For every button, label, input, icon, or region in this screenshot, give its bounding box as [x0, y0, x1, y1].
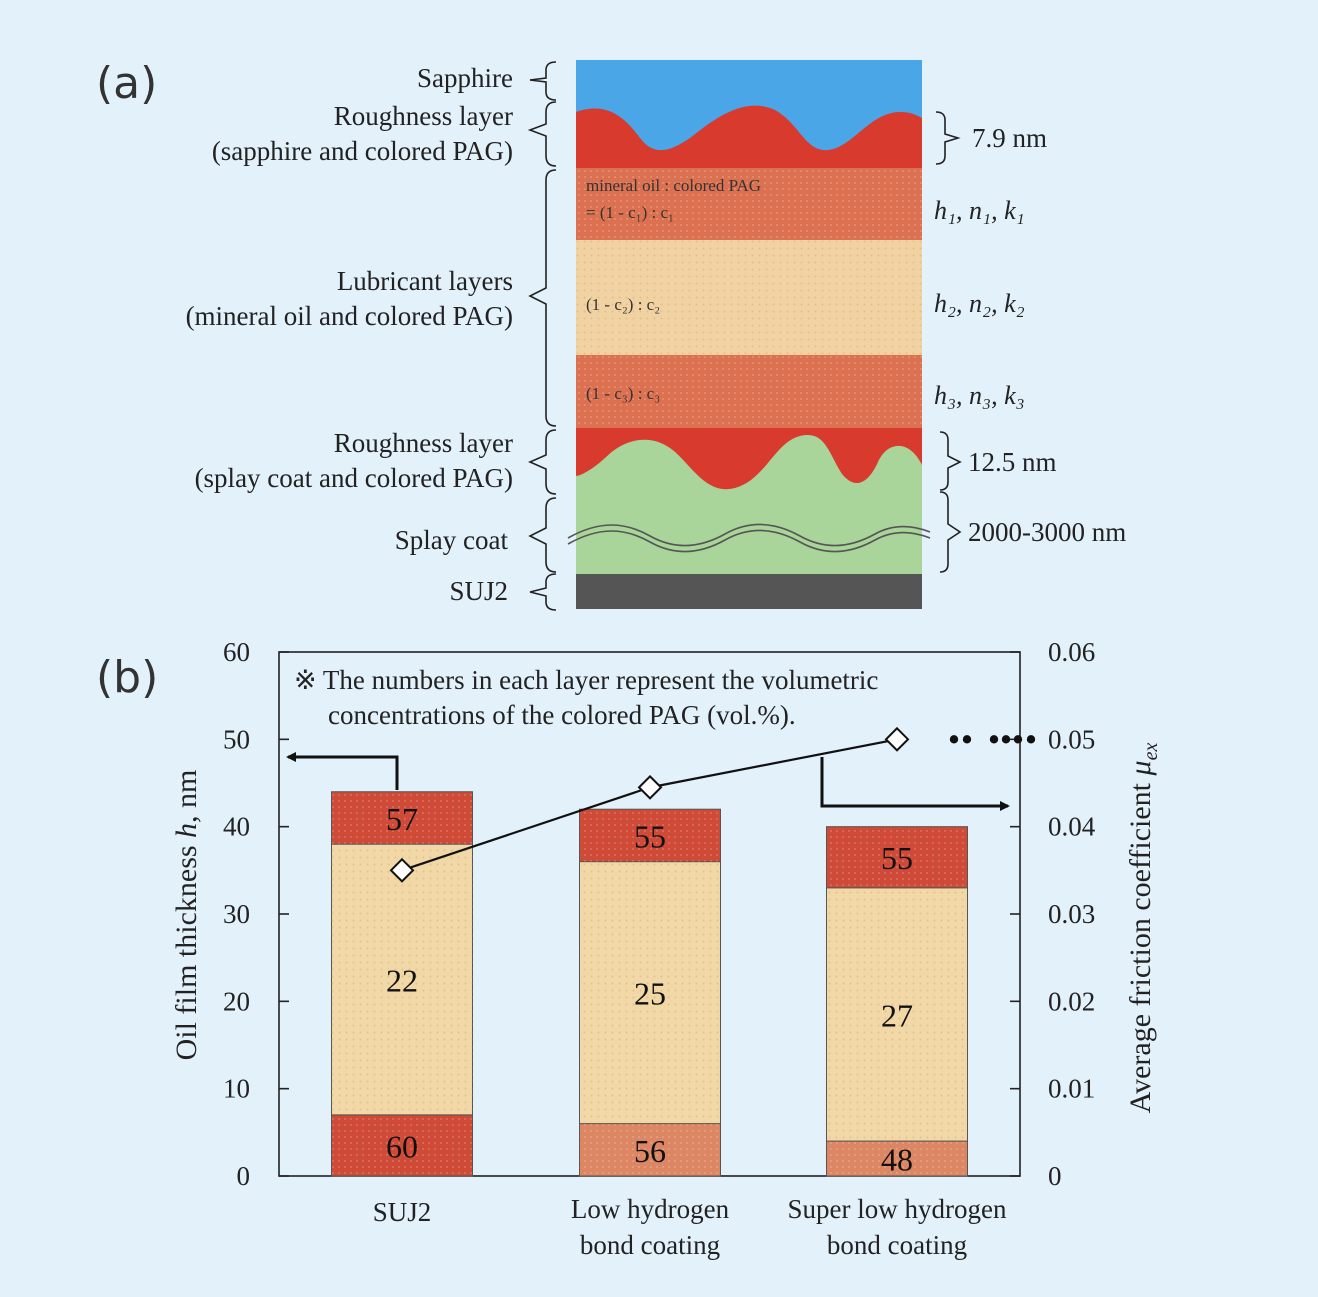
bar-middle-layer-texture: [826, 887, 968, 1142]
bottom-roughness-thickness: 12.5 nm: [968, 447, 1057, 477]
note-line-2: concentrations of the colored PAG (vol.%…: [328, 700, 796, 730]
label-roughness-bottom-2: (splay coat and colored PAG): [195, 463, 513, 493]
layer1-ratio-text-a: mineral oil : colored PAG: [586, 176, 761, 195]
y-tick-label: 30: [223, 899, 250, 929]
right-braces: [935, 111, 962, 573]
label-lubricant-1: Lubricant layers: [337, 266, 513, 296]
y-tick-label: 60: [223, 637, 250, 667]
right-axis: 0 0.01 0.02 0.03 0.04 0.05 0.06: [1010, 637, 1096, 1191]
bar-bottom-layer-texture: [826, 1141, 968, 1176]
friction-point: [884, 726, 910, 752]
layer-concentration-label: 56: [634, 1133, 666, 1169]
leader-dot: [1026, 735, 1036, 744]
bar-bottom-layer-texture: [579, 1123, 721, 1176]
friction-point: [637, 774, 663, 800]
category-label: SUJ2: [373, 1197, 432, 1227]
layer-concentration-label: 27: [881, 997, 913, 1033]
layer1-parameters: h₁, n₁, k₁: [934, 196, 1025, 225]
bar-top-layer-texture: [579, 809, 721, 862]
bar-middle-layer-texture: [579, 861, 721, 1124]
y2-axis-title: Average friction coefficient μex: [1124, 743, 1162, 1114]
bar-bottom-layer-texture: [331, 1114, 473, 1176]
y-tick-label: 10: [223, 1074, 250, 1104]
roughness-bottom-layer: [576, 428, 922, 490]
y2-tick-label: 0.03: [1048, 899, 1095, 929]
leader-dot: [1013, 735, 1023, 744]
panel-b-label: (b): [96, 652, 158, 703]
lubricant-layer-1-texture: [576, 168, 922, 240]
coat-wave-line-2: [567, 529, 931, 553]
category-labels: SUJ2 Low hydrogen bond coating Super low hy…: [373, 1194, 1007, 1260]
label-lubricant-2: (mineral oil and colored PAG): [186, 301, 513, 331]
y-tick-label: 40: [223, 812, 250, 842]
y-tick-label: 50: [223, 724, 250, 754]
layer1-ratio-text-b: = (1 - c₁) : c₁: [586, 203, 674, 222]
label-sapphire: Sapphire: [417, 63, 513, 93]
y2-tick-label: 0.02: [1048, 986, 1095, 1016]
category-label: bond coating: [580, 1230, 720, 1260]
y-tick-label: 0: [237, 1161, 251, 1191]
label-splay-coat: Splay coat: [395, 525, 509, 555]
suj2-base-layer: [576, 574, 922, 609]
layer-concentration-label: 60: [386, 1128, 418, 1164]
category-label: Low hydrogen: [571, 1194, 730, 1224]
label-roughness-top-2: (sapphire and colored PAG): [212, 136, 513, 166]
y-tick-label: 20: [223, 986, 250, 1016]
y2-tick-label: 0.05: [1048, 724, 1095, 754]
splay-coat-thickness: 2000-3000 nm: [968, 517, 1126, 547]
lubricant-layer-3-texture: [576, 355, 922, 428]
friction-point: [389, 857, 415, 883]
bar-top-layer-texture: [826, 826, 968, 888]
layer2-ratio-text: (1 - c₂) : c₂: [586, 295, 660, 314]
layer3-ratio-text: (1 - c₃) : c₃: [586, 384, 660, 403]
layer3-parameters: h₃, n₃, k₃: [934, 381, 1025, 410]
y2-tick-label: 0.06: [1048, 637, 1095, 667]
right-axis-arrow: [820, 757, 1010, 811]
leader-dot: [949, 735, 959, 744]
left-layer-labels: Sapphire Roughness layer (sapphire and c…: [186, 63, 513, 606]
bar-top-layer-texture: [331, 791, 473, 845]
left-braces: [527, 61, 557, 611]
roughness-top-layer: [576, 105, 922, 168]
layer2-parameters: h₂, n₂, k₂: [934, 289, 1025, 318]
category-label: bond coating: [827, 1230, 967, 1260]
label-roughness-bottom-1: Roughness layer: [334, 428, 513, 458]
layer-concentration-label: 25: [634, 976, 666, 1012]
y-axis-title: Oil film thickness h, nm: [170, 770, 203, 1061]
panel-a-label: (a): [96, 58, 157, 109]
note-line-1: ※ The numbers in each layer represent th…: [294, 665, 878, 695]
stacked-bars: [331, 791, 968, 1177]
layer-concentration-label: 55: [634, 818, 666, 854]
category-label: Super low hydrogen: [788, 1194, 1007, 1224]
y2-tick-label: 0: [1048, 1161, 1062, 1191]
leader-dot: [989, 735, 999, 744]
top-roughness-thickness: 7.9 nm: [972, 123, 1047, 153]
label-suj2: SUJ2: [449, 576, 508, 606]
left-axis-arrow: [286, 752, 399, 790]
bar-value-labels: 60 22 57 56 25 55 48 27 55: [386, 801, 913, 1178]
lubricant-layer-2-texture: [576, 240, 922, 355]
layer-concentration-label: 48: [881, 1142, 913, 1178]
left-axis: 0 10 20 30 40 50 60: [223, 637, 289, 1191]
layer-concentration-label: 57: [386, 801, 418, 837]
coat-wave-line-1: [567, 523, 931, 547]
y2-tick-label: 0.04: [1048, 812, 1096, 842]
layer-concentration-label: 55: [881, 840, 913, 876]
label-roughness-top-1: Roughness layer: [334, 101, 513, 131]
layer-concentration-label: 22: [386, 963, 418, 999]
layer-stack: [567, 60, 931, 609]
leader-dot: [962, 735, 972, 744]
leader-dot: [1001, 735, 1011, 744]
bar-middle-layer-texture: [331, 844, 473, 1115]
y2-tick-label: 0.01: [1048, 1074, 1095, 1104]
friction-series: [389, 726, 1036, 883]
